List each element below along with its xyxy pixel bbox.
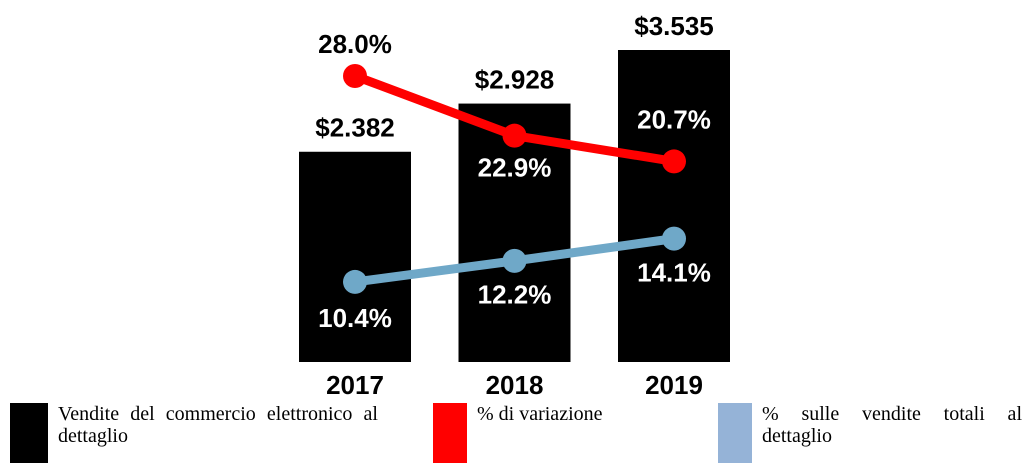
x-tick-label: 2018 [486,370,544,400]
line-point [662,149,686,174]
bar [618,50,730,362]
x-tick-label: 2017 [326,370,384,400]
bar-value-label: $2.382 [315,113,395,143]
legend-label: % sulle vendite totali al dettaglio [762,403,1022,447]
legend-item: Vendite del commercio elettronico al det… [10,403,378,463]
legend-label: % di variazione [477,403,603,425]
line-point [662,226,686,251]
line-value-label: 10.4% [318,303,392,333]
legend-swatch [718,403,752,463]
line-point [502,248,527,273]
legend-item: % di variazione [433,403,697,463]
legend-item: % sulle vendite totali al dettaglio [718,403,1022,463]
x-tick-label: 2019 [645,370,703,400]
line-point [502,123,527,148]
legend-swatch [433,403,467,463]
line-value-label: 20.7% [637,104,711,134]
bar [299,151,411,362]
line-value-label: 22.9% [478,153,552,183]
legend-label: Vendite del commercio elettronico al det… [58,403,378,447]
chart: $2.382 2017 $2.928 2018 $3.535 2019 28.0% 22.9%… [299,11,730,400]
line-value-label: 12.2% [478,280,552,310]
legend-swatch [10,403,48,463]
line-point [343,64,367,88]
line-value-label: 28.0% [318,29,392,59]
line-value-label: 14.1% [637,258,711,288]
line-point [343,269,367,294]
bar-value-label: $3.535 [634,11,714,41]
bar-value-label: $2.928 [475,64,555,94]
